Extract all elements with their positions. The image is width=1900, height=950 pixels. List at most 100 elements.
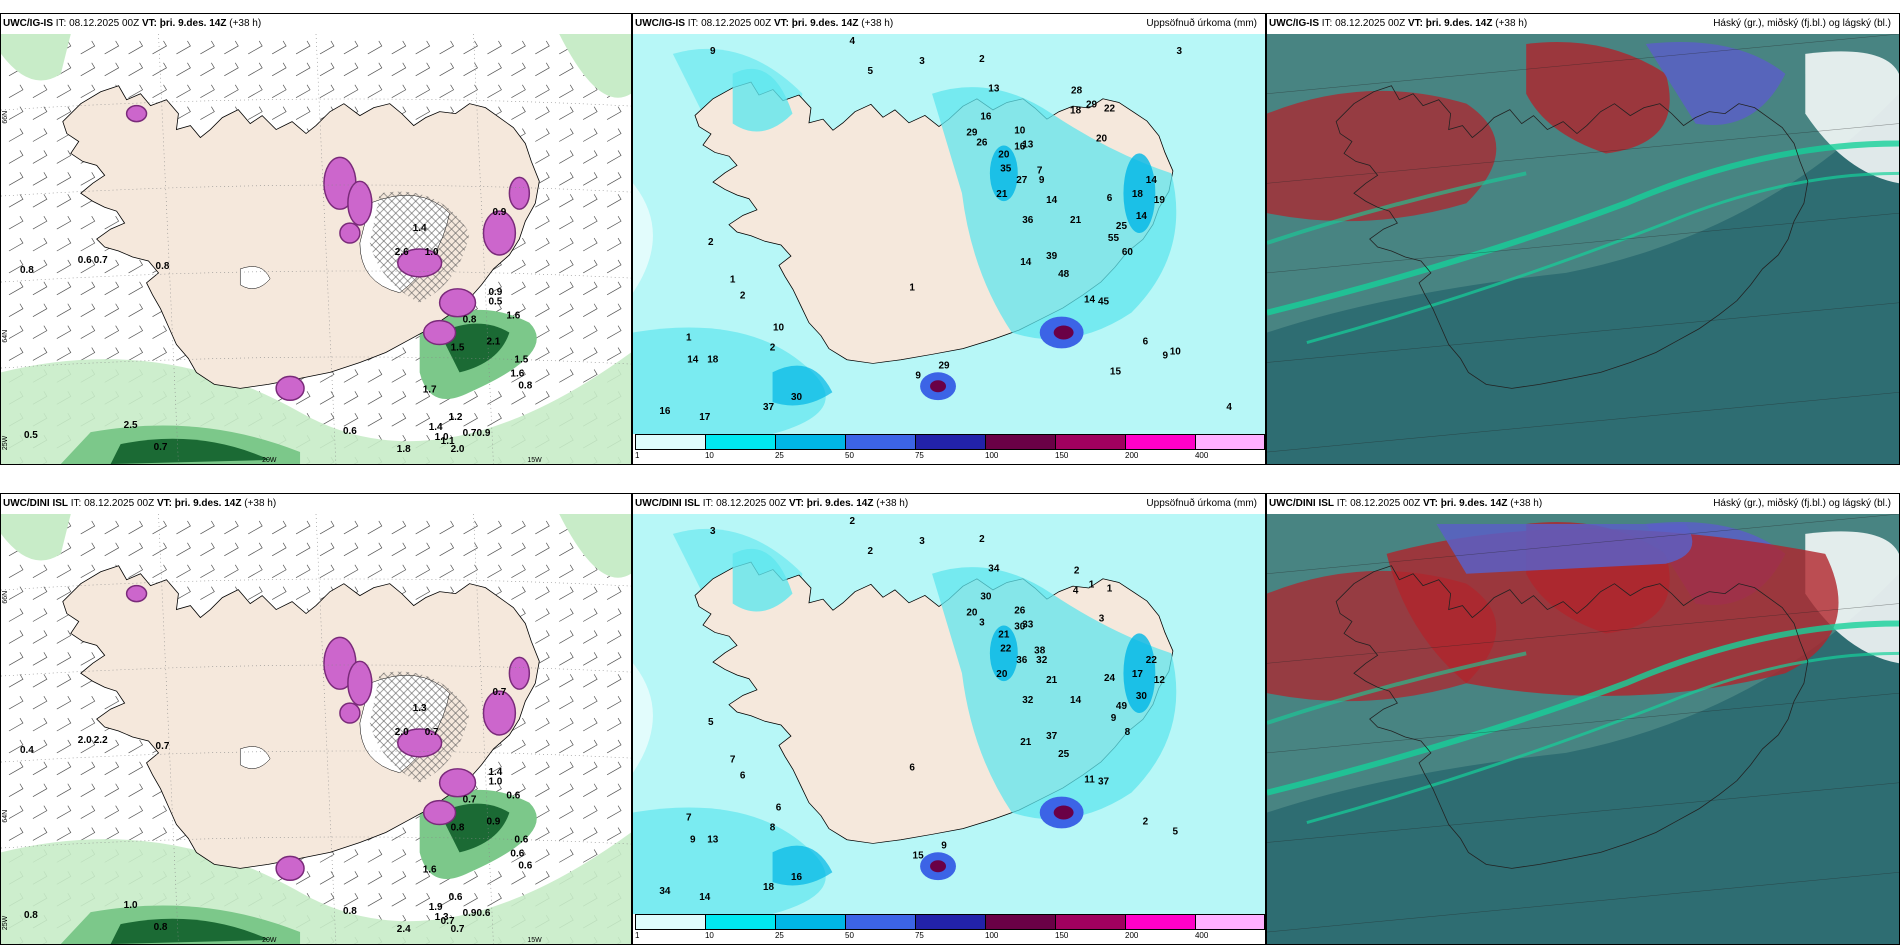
- snow-amount-label: 0.8: [343, 906, 357, 917]
- it-label: IT:: [55, 18, 67, 29]
- colorbar-tick: 150: [1055, 931, 1069, 940]
- precip-amount-label: 8: [770, 822, 776, 833]
- snow-amount-label: 1.6: [423, 864, 437, 875]
- colorbar-tick: 75: [914, 931, 924, 940]
- precip-amount-label: 26: [1014, 606, 1026, 617]
- snow-amount-label: 0.8: [24, 910, 38, 921]
- colorbar-tick: 25: [774, 451, 784, 460]
- snow-amount-label: 1.5: [514, 354, 528, 365]
- vt-label: VT:: [788, 498, 804, 509]
- precip-amount-label: 14: [1046, 195, 1058, 206]
- precip-amount-label: 28: [1071, 86, 1083, 97]
- lead-time: (+38 h): [861, 18, 894, 29]
- cloud-map[interactable]: [1267, 514, 1899, 944]
- snow-amount-label: 0.9: [477, 428, 491, 439]
- snow-amount-label: 2.4: [397, 924, 411, 935]
- init-time: 08.12.2025 00Z: [69, 18, 140, 29]
- snow-amount-label: 0.6: [78, 255, 92, 266]
- precip-amount-label: 14: [687, 354, 699, 365]
- colorbar: 1 10 25 50 75 100 150 200 400: [635, 434, 1265, 464]
- precip-amount-label: 6: [909, 763, 915, 774]
- snow-amount-label: 0.8: [518, 380, 532, 391]
- precip-amount-label: 18: [1070, 106, 1082, 117]
- precip-amount-label: 14: [1084, 295, 1096, 306]
- precip-amount-label: 2: [979, 54, 985, 65]
- snow-amount-label: 0.7: [156, 741, 170, 752]
- snow-amount-label: 0.8: [156, 261, 170, 272]
- lat-axis-label: 64N: [2, 810, 9, 823]
- colorbar-swatch: [1055, 914, 1125, 930]
- colorbar-tick: 400: [1194, 451, 1209, 460]
- snow-amount-label: 0.8: [154, 922, 168, 933]
- colorbar-swatch: [914, 914, 985, 930]
- colorbar-tick: 1: [635, 931, 640, 940]
- snowfall-map[interactable]: 0.8 0.8 0.6 0.7 1.0 1.4 2.6 0.9 0.5 1.5 1.6 0.8 1.7 1…: [1, 34, 631, 464]
- precip-amount-label: 2: [770, 342, 776, 353]
- snow-amount-label: 2.0: [395, 727, 409, 738]
- colorbar-tick: 10: [704, 451, 714, 460]
- precip-amount-label: 30: [1136, 691, 1148, 702]
- precip-amount-label: 29: [966, 127, 978, 138]
- precip-amount-label: 55: [1108, 233, 1120, 244]
- precip-amount-label: 38: [1034, 645, 1046, 656]
- precip-amount-label: 35: [1000, 163, 1012, 174]
- vt-label: VT:: [141, 18, 157, 29]
- precip-amount-label: 1: [1089, 580, 1095, 591]
- precip-amount-label: 3: [1177, 46, 1183, 57]
- precip-map[interactable]: 3 2 2 3 2 2 1 1 4 3 34 30 20 3 26 30 22 36 21 20 33 38 32 21 24 3…: [633, 514, 1265, 914]
- precip-amount-label: 49: [1116, 701, 1128, 712]
- precip-amount-label: 15: [1110, 366, 1122, 377]
- precip-amount-label: 16: [1014, 141, 1026, 152]
- snow-amount-label: 0.8: [451, 823, 465, 834]
- precip-amount-label: 4: [1226, 402, 1232, 413]
- colorbar: 1 10 25 50 75 100 150 200 400: [635, 914, 1265, 944]
- precip-amount-label: 39: [1046, 251, 1058, 262]
- precip-amount-label: 9: [1111, 713, 1117, 724]
- precip-amount-label: 9: [1163, 350, 1169, 361]
- precip-amount-label: 21: [996, 189, 1008, 200]
- lead-time: (+38 h): [1495, 18, 1528, 29]
- snow-amount-label: 0.7: [463, 428, 477, 439]
- precip-amount-label: 34: [659, 886, 671, 897]
- precip-amount-label: 9: [1039, 175, 1045, 186]
- snow-amount-label: 0.6: [514, 834, 528, 845]
- precip-amount-label: 3: [979, 617, 985, 628]
- precip-amount-label: 1: [730, 275, 736, 286]
- precip-amount-label: 14: [1146, 175, 1158, 186]
- precip-amount-label: 26: [976, 137, 988, 148]
- precip-amount-label: 17: [1132, 669, 1144, 680]
- precip-amount-label: 7: [686, 812, 692, 823]
- precip-amount-label: 21: [1070, 215, 1082, 226]
- snow-amount-label: 0.6: [343, 426, 357, 437]
- colorbar-swatch: [1055, 434, 1125, 450]
- snowfall-map[interactable]: 0.4 0.7 2.0 2.2 0.7 1.3 2.0 0.7 1.0 0.6 0.6 0.6 1.6 1…: [1, 514, 631, 944]
- colorbar-swatch: [1125, 434, 1195, 450]
- precip-amount-label: 30: [980, 592, 992, 603]
- precip-amount-label: 9: [710, 46, 716, 57]
- precip-amount-label: 15: [913, 850, 925, 861]
- cloud-panel-bottom: UWC/DINI ISL IT: 08.12.2025 00Z VT: þri.…: [1266, 493, 1900, 945]
- snow-amount-label: 0.6: [510, 848, 524, 859]
- precip-amount-label: 6: [740, 771, 746, 782]
- snow-amount-label: 1.3: [435, 912, 449, 923]
- precip-amount-label: 6: [1143, 336, 1149, 347]
- precip-title: Uppsöfnuð úrkoma (mm): [1146, 498, 1257, 509]
- cloud-map[interactable]: [1267, 34, 1899, 464]
- snow-amount-label: 0.9: [487, 817, 501, 828]
- precip-title: Uppsöfnuð úrkoma (mm): [1146, 18, 1257, 29]
- colorbar-tick: 75: [914, 451, 924, 460]
- precip-amount-label: 21: [998, 629, 1010, 640]
- iceland-coastline: [1335, 565, 1809, 869]
- precip-amount-label: 6: [776, 803, 782, 814]
- valid-time: þri. 9.des. 14Z: [174, 498, 242, 509]
- precip-map[interactable]: 9 4 5 3 2 28 29 22 18 20 13 16 29 26 10 16 35 27 20 21 13 7 9 1…: [633, 34, 1265, 434]
- precip-amount-label: 33: [1022, 619, 1034, 630]
- precip-amount-label: 2: [867, 546, 873, 557]
- snow-amount-label: 0.6: [449, 892, 463, 903]
- precip-amount-label: 29: [938, 360, 950, 371]
- snow-amount-label: 1.3: [413, 703, 427, 714]
- precip-amount-label: 25: [1116, 221, 1128, 232]
- precip-amount-label: 25: [1058, 749, 1070, 760]
- precip-amount-label: 14: [1070, 695, 1082, 706]
- vt-label: VT:: [773, 18, 789, 29]
